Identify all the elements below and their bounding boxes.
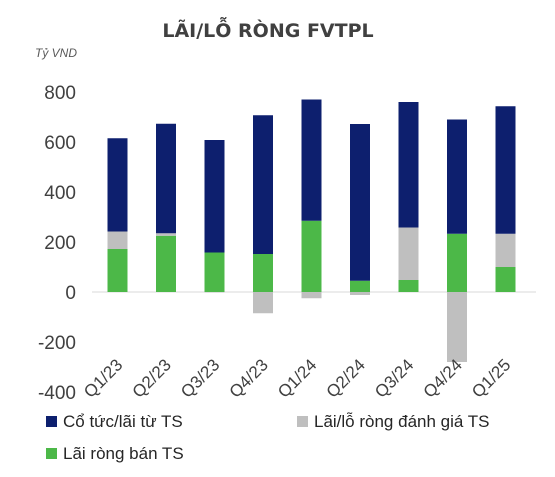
x-tick-label: Q1/24 [274,355,320,401]
y-tick-label: -200 [38,333,76,354]
bar-segment-Q1-24-series-0 [301,220,322,292]
bar-segment-Q3-23-series-1 [204,292,225,293]
bar-segment-Q3-23-series-0 [204,252,225,292]
y-tick-label: -400 [38,383,76,404]
bar-segment-Q2-23-series-0 [156,235,176,292]
bar-segment-Q3-23-series-2 [204,140,225,253]
bar-segment-Q3-24-series-1 [398,227,419,280]
bar-segment-Q1-24-series-1 [301,292,322,299]
x-tick-label: Q1/23 [80,355,126,401]
legend-label: Lãi ròng bán TS [63,444,184,463]
bar-segment-Q2-24-series-1 [350,292,370,295]
legend-swatch [46,448,57,459]
bar-segment-Q1-23-series-2 [107,138,128,232]
bar-segment-Q1-23-series-0 [107,249,128,292]
y-tick-label: 400 [44,183,76,204]
x-tick-label: Q4/23 [226,355,272,401]
bar-segment-Q1-23-series-1 [107,231,128,249]
bar-segment-Q4-24-series-0 [447,233,467,292]
bar-segment-Q4-23-series-2 [253,115,273,254]
legend: Cổ tức/lãi từ TS Lãi/lỗ ròng đánh giá TS L… [46,412,489,463]
bar-segment-Q2-24-series-2 [350,124,370,281]
bar-segment-Q3-24-series-0 [398,280,419,292]
x-axis-ticks: Q1/23 Q2/23 Q3/23 Q4/23 Q1/24 Q2/24 Q3/24 Q4/24… [80,355,514,401]
bar-segment-Q4-23-series-1 [253,292,273,314]
x-tick-label: Q1/25 [468,355,514,401]
y-axis-ticks: 800 600 400 200 0 -200 -400 [38,83,76,404]
bars [107,99,516,362]
y-tick-label: 200 [44,233,76,254]
legend-swatch [46,416,57,427]
chart-title: LÃI/LỖ RÒNG FVTPL [162,15,373,42]
bar-segment-Q1-25-series-1 [495,233,516,267]
y-tick-label: 800 [44,83,76,104]
bar-segment-Q1-25-series-0 [495,267,516,292]
y-tick-label: 0 [65,283,76,304]
bar-segment-Q2-23-series-1 [156,233,176,236]
x-tick-label: Q4/24 [420,355,466,401]
bar-segment-Q2-23-series-2 [156,123,176,234]
bar-segment-Q3-24-series-2 [398,102,419,228]
legend-swatch [297,416,308,427]
x-tick-label: Q2/23 [129,355,175,401]
bar-segment-Q4-24-series-1 [447,292,467,362]
bar-segment-Q2-24-series-0 [350,280,370,292]
legend-label: Lãi/lỗ ròng đánh giá TS [314,412,489,431]
y-axis-unit: Tỷ VND [35,46,77,60]
bar-segment-Q1-25-series-2 [495,106,516,234]
y-tick-label: 600 [44,133,76,154]
bar-segment-Q4-23-series-0 [253,254,273,292]
bar-segment-Q4-24-series-2 [447,119,467,234]
x-tick-label: Q2/24 [323,355,369,401]
bar-segment-Q1-24-series-2 [301,99,322,221]
x-tick-label: Q3/23 [177,355,223,401]
legend-label: Cổ tức/lãi từ TS [63,412,183,431]
x-tick-label: Q3/24 [371,355,417,401]
